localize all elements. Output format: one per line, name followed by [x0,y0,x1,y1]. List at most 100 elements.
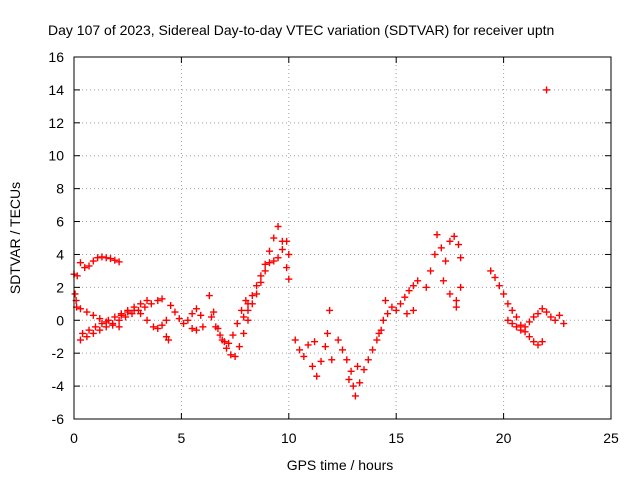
data-point [165,336,173,344]
series-deep-dip [334,326,385,400]
data-point [244,306,252,314]
data-point [205,292,213,300]
data-point [487,267,495,275]
data-point [343,356,351,364]
data-point [525,318,533,326]
data-point [137,310,145,318]
y-tick-label: 10 [48,148,64,164]
series-rising-track-4 [240,237,293,321]
data-point [345,376,353,384]
data-point [96,315,104,323]
y-axis-label: SDTVAR / TECUs [7,182,23,294]
data-point [83,308,91,316]
data-point [257,278,265,286]
data-point [98,253,106,261]
series-falling-track [76,305,123,331]
data-point [409,306,417,314]
data-point [379,316,387,324]
data-point [171,308,179,316]
x-tick-label: 15 [388,430,404,446]
data-point [261,260,269,268]
data-point [175,315,183,323]
data-point [227,351,235,359]
data-point [240,329,248,337]
data-point [296,346,304,354]
data-point [248,292,256,300]
x-tick-labels: 0 5 10 15 20 25 [70,430,619,446]
data-point [94,254,102,262]
data-point [85,326,93,334]
series-late-decline-2 [504,305,568,334]
data-point [446,237,454,245]
data-point [188,310,196,318]
x-tick-label: 25 [603,430,619,446]
data-point [212,323,220,331]
series-mid-cluster-a [162,301,207,344]
data-point [261,267,269,275]
x-tick-label: 0 [70,430,78,446]
y-tick-label: 16 [48,49,64,65]
data-point [457,254,465,262]
x-tick-label: 10 [281,430,297,446]
data-point [162,316,170,324]
data-point [381,297,389,305]
data-point [405,287,413,295]
x-axis-label: GPS time / hours [287,457,394,473]
data-point [199,323,207,331]
y-tick-label: 0 [56,312,64,328]
series-rising-track-2 [79,297,151,337]
data-point [149,323,157,331]
y-tick-label: -2 [52,345,65,361]
data-point [534,310,542,318]
data-point [89,311,97,319]
data-point [188,325,196,332]
data-point [517,326,525,334]
series-v-track-2 [207,297,250,347]
data-point [543,308,551,316]
data-point [122,313,130,321]
data-point [102,318,110,326]
data-point [253,290,261,298]
data-point [339,346,346,354]
data-point [543,86,551,94]
data-points [70,86,568,400]
series-post-gap-cluster [291,306,336,380]
data-point [210,308,218,316]
data-point [508,320,516,328]
data-point [111,256,119,264]
data-point [244,316,252,324]
y-tick-label: 12 [48,115,64,131]
data-point [534,341,542,349]
data-point [225,339,233,347]
data-point [115,258,123,266]
data-point [83,333,91,341]
data-point [439,277,447,285]
data-point [240,313,248,321]
data-point [500,290,508,298]
data-point [111,313,119,321]
data-point [392,306,400,314]
data-point [347,367,355,375]
series-dip-track [117,306,170,332]
axis-ticks [73,56,612,420]
series-climb-to-peak [375,277,422,337]
data-point [384,310,392,318]
data-point [414,277,422,285]
data-point [130,306,138,314]
data-point [79,329,87,337]
data-point [321,343,329,351]
data-point [81,264,89,272]
y-tick-label: 4 [56,246,64,262]
data-point [141,303,149,311]
data-point [265,259,273,267]
data-point [401,293,409,301]
data-point [85,262,93,270]
y-tick-label: 6 [56,214,64,230]
data-point [167,301,175,309]
data-point [351,392,359,400]
x-tick-label: 5 [178,430,186,446]
data-point [274,222,282,230]
data-point [117,311,125,319]
y-tick-label: 8 [56,181,64,197]
